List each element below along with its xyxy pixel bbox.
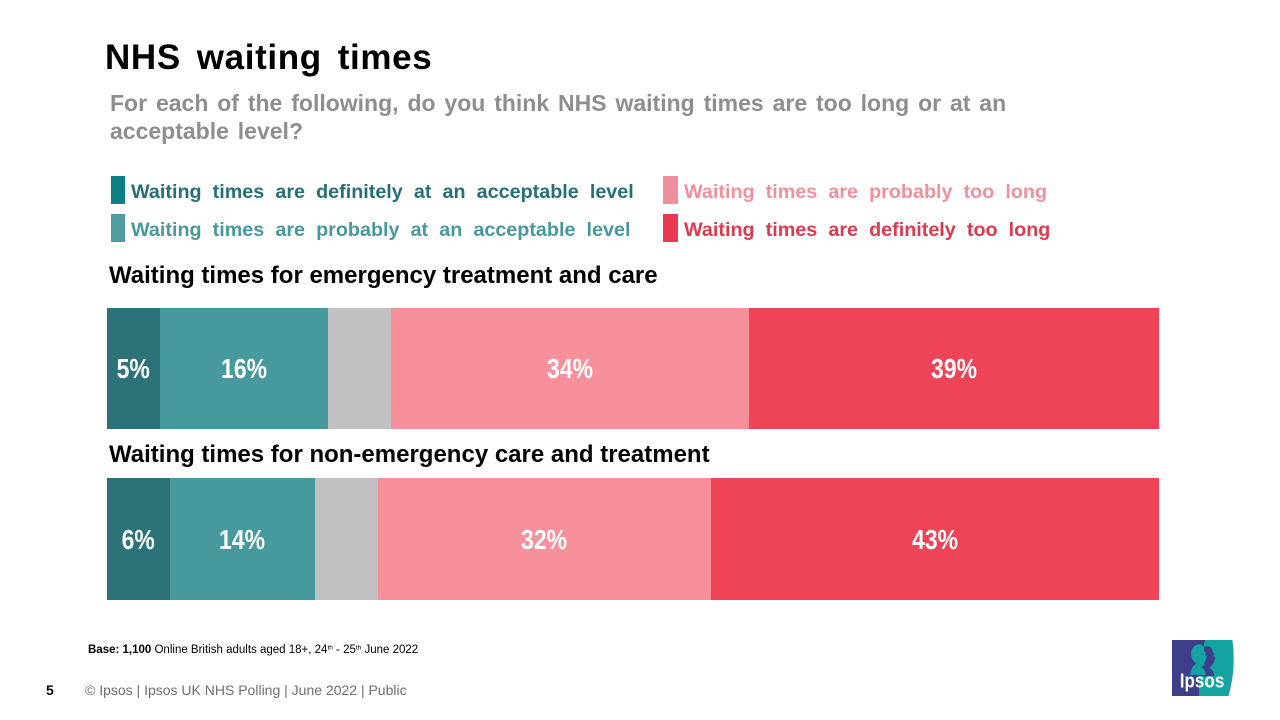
svg-text:Ipsos: Ipsos	[1180, 669, 1225, 692]
